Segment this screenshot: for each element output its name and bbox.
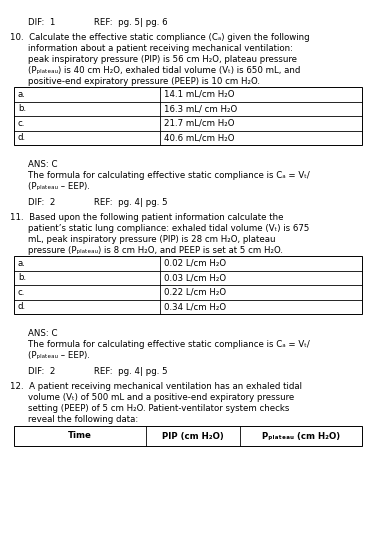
Text: 10.  Calculate the effective static compliance (Cₐ) given the following: 10. Calculate the effective static compl…: [10, 33, 309, 42]
Text: 0.02 L/cm H₂O: 0.02 L/cm H₂O: [164, 259, 226, 268]
Text: 40.6 mL/cm H₂O: 40.6 mL/cm H₂O: [164, 133, 235, 142]
Text: information about a patient receiving mechanical ventilation:: information about a patient receiving me…: [28, 44, 293, 53]
Text: ANS: C: ANS: C: [28, 160, 58, 169]
Text: 0.22 L/cm H₂O: 0.22 L/cm H₂O: [164, 288, 226, 297]
Text: mL, peak inspiratory pressure (PIP) is 28 cm H₂O, plateau: mL, peak inspiratory pressure (PIP) is 2…: [28, 235, 276, 244]
Text: ANS: C: ANS: C: [28, 329, 58, 338]
Bar: [14, 426, 362, 446]
Text: 16.3 mL/ cm H₂O: 16.3 mL/ cm H₂O: [164, 104, 237, 113]
Text: 12.  A patient receiving mechanical ventilation has an exhaled tidal: 12. A patient receiving mechanical venti…: [10, 382, 302, 391]
Text: b.: b.: [18, 273, 26, 282]
Text: peak inspiratory pressure (PIP) is 56 cm H₂O, plateau pressure: peak inspiratory pressure (PIP) is 56 cm…: [28, 55, 297, 64]
Text: PIP (cm H₂O): PIP (cm H₂O): [162, 431, 224, 441]
Text: DIF:  1              REF:  pg. 5| pg. 6: DIF: 1 REF: pg. 5| pg. 6: [28, 18, 168, 27]
Text: positive-end expiratory pressure (PEEP) is 10 cm H₂O.: positive-end expiratory pressure (PEEP) …: [28, 77, 260, 86]
Text: 11.  Based upon the following patient information calculate the: 11. Based upon the following patient inf…: [10, 213, 284, 222]
Text: volume (Vₜ) of 500 mL and a positive-end expiratory pressure: volume (Vₜ) of 500 mL and a positive-end…: [28, 393, 294, 402]
Text: patient’s static lung compliance: exhaled tidal volume (Vₜ) is 675: patient’s static lung compliance: exhale…: [28, 224, 309, 233]
Text: d.: d.: [18, 133, 26, 142]
Text: (Pₚₗₐₜₑₐᵤ) is 40 cm H₂O, exhaled tidal volume (Vₜ) is 650 mL, and: (Pₚₗₐₜₑₐᵤ) is 40 cm H₂O, exhaled tidal v…: [28, 66, 300, 75]
Text: The formula for calculating effective static compliance is Cₐ = Vₜ/: The formula for calculating effective st…: [28, 340, 310, 349]
Text: (Pₚₗₐₜₑₐᵤ – EEP).: (Pₚₗₐₜₑₐᵤ – EEP).: [28, 182, 90, 191]
Text: (Pₚₗₐₜₑₐᵤ – EEP).: (Pₚₗₐₜₑₐᵤ – EEP).: [28, 351, 90, 360]
Text: DIF:  2              REF:  pg. 4| pg. 5: DIF: 2 REF: pg. 4| pg. 5: [28, 367, 168, 376]
Bar: [14, 87, 362, 145]
Text: reveal the following data:: reveal the following data:: [28, 415, 138, 424]
Text: 0.34 L/cm H₂O: 0.34 L/cm H₂O: [164, 302, 226, 311]
Text: The formula for calculating effective static compliance is Cₐ = Vₜ/: The formula for calculating effective st…: [28, 171, 310, 180]
Text: 14.1 mL/cm H₂O: 14.1 mL/cm H₂O: [164, 90, 235, 99]
Text: a.: a.: [18, 259, 26, 268]
Text: d.: d.: [18, 302, 26, 311]
Text: a.: a.: [18, 90, 26, 99]
Text: b.: b.: [18, 104, 26, 113]
Text: c.: c.: [18, 288, 25, 297]
Text: Pₚₗₐₜₑₐᵤ (cm H₂O): Pₚₗₐₜₑₐᵤ (cm H₂O): [262, 431, 340, 441]
Text: 21.7 mL/cm H₂O: 21.7 mL/cm H₂O: [164, 119, 235, 128]
Text: 0.03 L/cm H₂O: 0.03 L/cm H₂O: [164, 273, 226, 282]
Text: Time: Time: [68, 431, 92, 441]
Text: DIF:  2              REF:  pg. 4| pg. 5: DIF: 2 REF: pg. 4| pg. 5: [28, 198, 168, 207]
Bar: [14, 256, 362, 314]
Text: pressure (Pₚₗₐₜₑₐᵤ) is 8 cm H₂O, and PEEP is set at 5 cm H₂O.: pressure (Pₚₗₐₜₑₐᵤ) is 8 cm H₂O, and PEE…: [28, 246, 283, 255]
Text: c.: c.: [18, 119, 25, 128]
Text: setting (PEEP) of 5 cm H₂O. Patient-ventilator system checks: setting (PEEP) of 5 cm H₂O. Patient-vent…: [28, 404, 290, 413]
